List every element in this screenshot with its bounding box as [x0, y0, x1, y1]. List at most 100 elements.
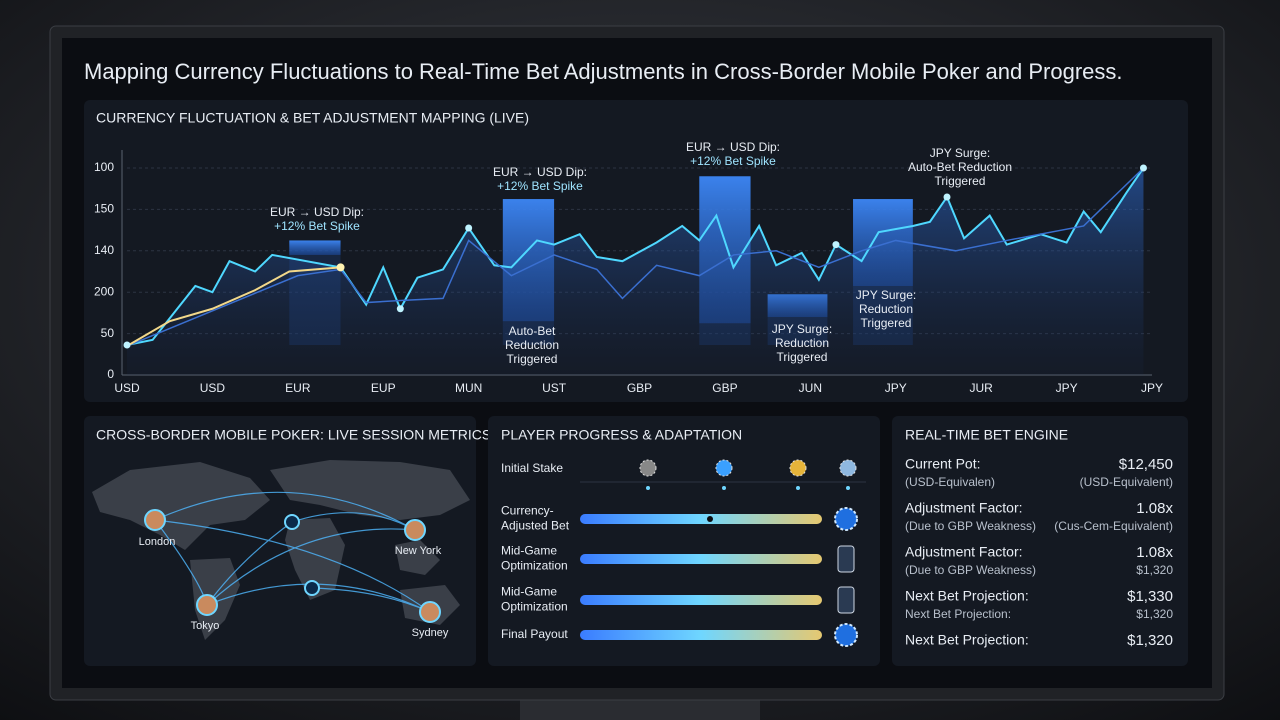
world-map — [92, 460, 470, 640]
highlight-bar — [289, 240, 341, 255]
point — [336, 263, 345, 272]
stage-label: Adjusted Bet — [501, 519, 570, 533]
x-tick-label: USD — [200, 381, 226, 395]
point — [123, 341, 131, 349]
stage-label: Optimization — [501, 600, 568, 614]
stage-label: Final Payout — [501, 627, 568, 641]
connection — [311, 587, 431, 613]
x-tick-label: EUR — [285, 381, 311, 395]
engine: Current Pot: $12,450 (USD-Equivalen) (USD-E… — [905, 456, 1173, 649]
chip — [639, 459, 657, 477]
x-tick-label: JUN — [799, 381, 822, 395]
row-label: Current Pot: — [905, 456, 980, 472]
stage-label: Initial Stake — [501, 461, 563, 475]
connection — [154, 491, 416, 531]
phone-icon — [837, 586, 855, 614]
progress-fill — [580, 630, 822, 640]
map-title: CROSS-BORDER MOBILE POKER: LIVE SESSION … — [96, 427, 491, 443]
cities: London New York Tokyo Sydney — [139, 509, 449, 639]
row-sub-value: (Cus-Cem-Equivalent) — [1054, 519, 1173, 533]
annotation: Reduction — [859, 302, 913, 316]
city-label: London — [139, 536, 176, 548]
annotation: JPY Surge: — [930, 146, 990, 160]
annotation: JPY Surge: — [772, 322, 832, 336]
point — [465, 224, 473, 232]
line — [126, 266, 341, 347]
avatar — [144, 509, 166, 531]
y-tick-label: 0 — [107, 367, 114, 381]
engine-title: REAL-TIME BET ENGINE — [905, 427, 1068, 443]
connection — [206, 528, 416, 606]
annotation: Triggered — [935, 174, 986, 188]
stage-label: Optimization — [501, 559, 568, 573]
avatar — [196, 594, 218, 616]
y-tick-label: 50 — [101, 326, 115, 340]
annotation: Auto-Bet Reduction — [908, 160, 1012, 174]
row-sub-label: (USD-Equivalen) — [905, 475, 995, 489]
row-label: Adjustment Factor: — [905, 500, 1023, 516]
x-tick-label: JPY — [1141, 381, 1163, 395]
stage-label: Mid-Game — [501, 544, 557, 558]
stand — [520, 698, 760, 720]
row-sub-label: (Due to GBP Weakness) — [905, 563, 1036, 577]
annotation: EUR → USD Dip: — [493, 165, 587, 179]
annotation: Triggered — [777, 350, 828, 364]
chip — [715, 459, 733, 477]
annotation: +12% Bet Spike — [274, 219, 360, 233]
annotation: +12% Bet Spike — [690, 154, 776, 168]
x-tick-label: JPY — [885, 381, 907, 395]
point — [396, 305, 404, 313]
row-value: $1,320 — [1127, 632, 1173, 649]
x-tick-label: USD — [114, 381, 140, 395]
annotation: EUR → USD Dip: — [686, 140, 780, 154]
annotation: JPY Surge: — [856, 288, 916, 302]
progress-knob — [707, 516, 713, 522]
phone-icon — [837, 545, 855, 573]
annotation: Reduction — [505, 338, 559, 352]
stage-label: Mid-Game — [501, 585, 557, 599]
y-tick-label: 150 — [94, 202, 114, 216]
progress-fill — [580, 595, 822, 605]
row-label: Adjustment Factor: — [905, 544, 1023, 560]
page-title: Mapping Currency Fluctuations to Real-Ti… — [84, 59, 1123, 84]
city-label: New York — [395, 545, 442, 557]
row-value: 1.08x — [1136, 544, 1173, 561]
continent — [92, 462, 270, 550]
point — [832, 241, 840, 249]
x-tick-label: UST — [542, 381, 567, 395]
connections — [154, 491, 431, 613]
row-sub-value: (USD-Equivalent) — [1080, 475, 1173, 489]
chip-icon — [834, 623, 858, 647]
connection — [206, 583, 431, 613]
x-tick-label: MUN — [455, 381, 482, 395]
progress-title: PLAYER PROGRESS & ADAPTATION — [501, 427, 742, 443]
dot — [796, 486, 800, 490]
hub — [304, 580, 320, 596]
connection — [154, 519, 431, 613]
point — [943, 193, 951, 201]
continent — [285, 518, 345, 600]
avatar — [404, 519, 426, 541]
annotation: EUR → USD Dip: — [270, 205, 364, 219]
y-tick-label: 200 — [94, 284, 114, 298]
avatar — [419, 601, 441, 623]
annotation: +12% Bet Spike — [497, 179, 583, 193]
annotation: Auto-Bet — [509, 324, 556, 338]
chart: 0 50 200 140 150 100 USD USD EUR EUP MUN UST GBP GBP J… — [94, 140, 1163, 395]
continent — [395, 540, 440, 575]
point — [1139, 164, 1147, 172]
progress-fill — [580, 554, 822, 564]
dot — [846, 486, 850, 490]
x-tick-label: JPY — [1056, 381, 1078, 395]
continent — [270, 460, 470, 520]
row-sub-label: (Due to GBP Weakness) — [905, 519, 1036, 533]
row-value: $12,450 — [1119, 456, 1173, 473]
connection — [291, 512, 416, 531]
progress: Initial Stake Currency-Adjusted Bet Mid-Ga… — [501, 459, 866, 647]
x-tick-label: EUP — [371, 381, 396, 395]
y-tick-label: 100 — [94, 160, 114, 174]
y-tick-label: 140 — [94, 243, 114, 257]
row-sub-value: $1,320 — [1136, 563, 1173, 577]
